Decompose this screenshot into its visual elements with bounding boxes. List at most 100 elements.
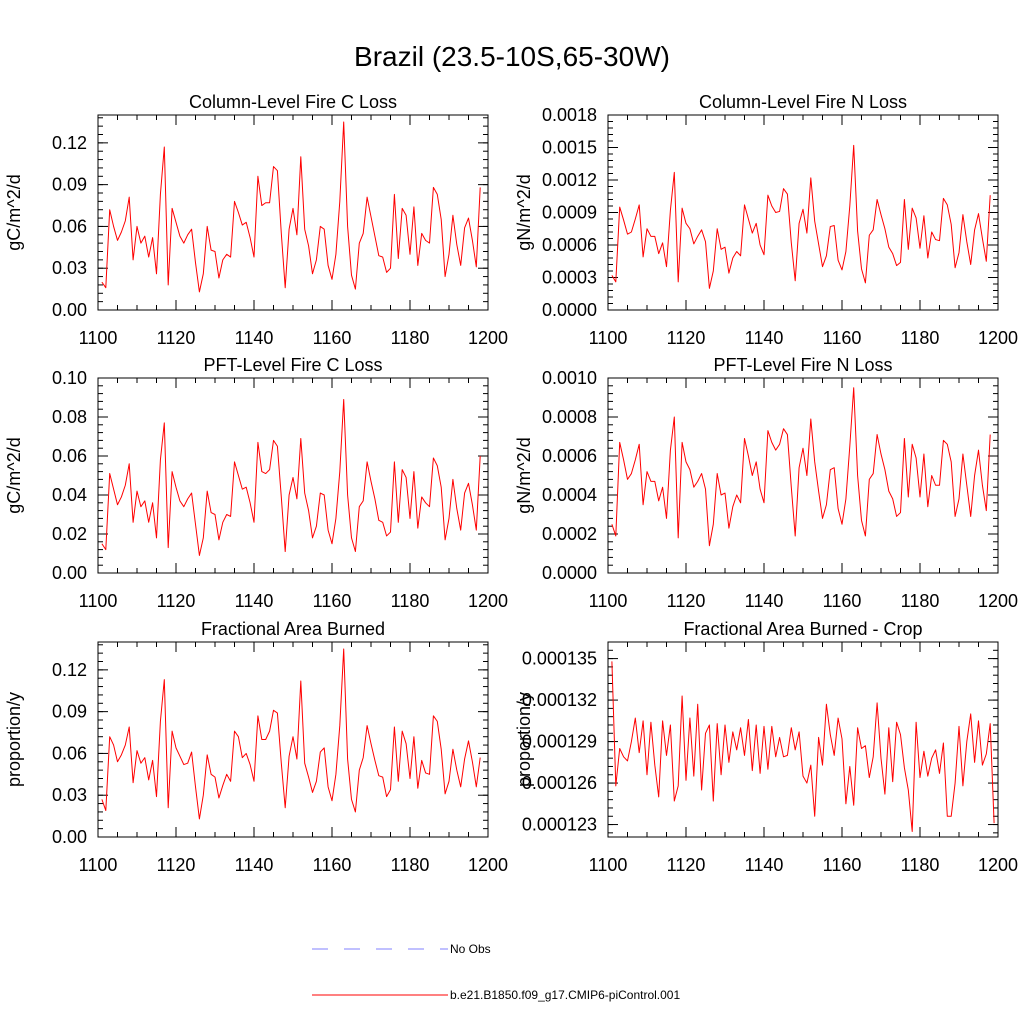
x-tick-label: 1120 [667, 855, 706, 875]
panel-title: Column-Level Fire N Loss [699, 92, 907, 112]
y-tick-label: 0.0008 [542, 407, 597, 427]
y-tick-label: 0.12 [52, 660, 87, 680]
x-tick-label: 1160 [823, 591, 862, 611]
y-tick-label: 0.12 [52, 133, 87, 153]
panel-title: PFT-Level Fire N Loss [713, 355, 892, 375]
panel-column-level-fire-n-loss: 1100 1120 1140 1160 1180 1200 0.0000 0.0003 0.00… [514, 92, 1018, 348]
y-tick-label: 0.000123 [522, 815, 597, 835]
panel-column-level-fire-c-loss: 1100 1120 1140 1160 1180 1200 0.00 0.03 0.06 0.09… [4, 92, 508, 348]
y-tick-label: 0.02 [52, 524, 87, 544]
x-tick-label: 1180 [901, 328, 940, 348]
x-tick-label: 1120 [157, 855, 196, 875]
x-tick-label: 1160 [823, 855, 862, 875]
y-tick-label: 0.0000 [542, 300, 597, 320]
y-axis-label: gN/m^2/d [514, 437, 534, 513]
legend: No Obs b.e21.B1850.f09_g17.CMIP6-piContr… [312, 942, 680, 1002]
series-line [611, 387, 991, 547]
x-tick-label: 1100 [589, 591, 628, 611]
y-tick-label: 0.03 [52, 258, 87, 278]
x-tick-label: 1180 [391, 328, 430, 348]
x-tick-label: 1160 [313, 591, 352, 611]
panel-pft-level-fire-n-loss: 1100 1120 1140 1160 1180 1200 0.0000 0.0002 0.00… [514, 355, 1018, 611]
y-axis-label: proportion/y [4, 692, 24, 787]
x-tick-label: 1200 [468, 328, 508, 348]
y-tick-label: 0.0015 [542, 138, 597, 158]
x-tick-label: 1100 [79, 855, 118, 875]
y-tick-label: 0.08 [52, 407, 87, 427]
x-tick-label: 1120 [157, 591, 196, 611]
x-tick-label: 1120 [667, 591, 706, 611]
y-tick-label: 0.09 [52, 175, 87, 195]
y-tick-label: 0.0010 [542, 368, 597, 388]
y-tick-label: 0.0004 [542, 485, 597, 505]
x-tick-label: 1140 [745, 591, 784, 611]
y-tick-label: 0.0002 [542, 524, 597, 544]
y-tick-label: 0.00 [52, 300, 87, 320]
series-line [611, 661, 995, 832]
plot-frame [607, 114, 999, 311]
y-axis-label: gN/m^2/d [514, 174, 534, 250]
x-tick-label: 1140 [235, 591, 274, 611]
y-axis-label: gC/m^2/d [4, 174, 24, 250]
y-tick-label: 0.0006 [542, 235, 597, 255]
x-tick-label: 1200 [978, 328, 1018, 348]
y-tick-label: 0.000126 [522, 773, 597, 793]
x-tick-label: 1140 [235, 328, 274, 348]
plot-frame [97, 377, 489, 574]
panel-title: Fractional Area Burned [201, 619, 385, 639]
y-tick-label: 0.0018 [542, 105, 597, 125]
panel-title: Fractional Area Burned - Crop [683, 619, 922, 639]
y-tick-label: 0.0012 [542, 170, 597, 190]
legend-label-no-obs: No Obs [450, 942, 491, 956]
x-tick-label: 1160 [823, 328, 862, 348]
x-tick-label: 1200 [978, 855, 1018, 875]
y-tick-label: 0.0009 [542, 203, 597, 223]
y-axis-label: gC/m^2/d [4, 437, 24, 513]
x-tick-label: 1140 [745, 328, 784, 348]
x-tick-label: 1180 [901, 855, 940, 875]
x-tick-label: 1200 [978, 591, 1018, 611]
series-line [611, 144, 991, 289]
y-tick-label: 0.0000 [542, 563, 597, 583]
y-tick-label: 0.03 [52, 785, 87, 805]
x-tick-label: 1100 [589, 855, 628, 875]
y-tick-label: 0.0006 [542, 446, 597, 466]
series-line [101, 398, 481, 556]
y-tick-label: 0.06 [52, 446, 87, 466]
x-tick-label: 1140 [235, 855, 274, 875]
panel-title: Column-Level Fire C Loss [189, 92, 397, 112]
panel-fractional-area-burned: 1100 1120 1140 1160 1180 1200 0.00 0.03 0.06 0.09… [4, 619, 508, 875]
y-tick-label: 0.00 [52, 827, 87, 847]
series-line [101, 648, 481, 820]
x-tick-label: 1180 [391, 855, 430, 875]
plot-frame [607, 641, 999, 838]
panel-pft-level-fire-c-loss: 1100 1120 1140 1160 1180 1200 0.00 0.02 0.04 0.06… [4, 355, 508, 611]
y-tick-label: 0.000129 [522, 732, 597, 752]
x-tick-label: 1160 [313, 328, 352, 348]
x-tick-label: 1180 [391, 591, 430, 611]
y-tick-label: 0.000132 [522, 690, 597, 710]
x-tick-label: 1160 [313, 855, 352, 875]
y-tick-label: 0.000135 [522, 649, 597, 669]
y-tick-label: 0.06 [52, 216, 87, 236]
y-tick-label: 0.0003 [542, 268, 597, 288]
y-tick-label: 0.10 [52, 368, 87, 388]
y-tick-label: 0.09 [52, 702, 87, 722]
panel-fractional-area-burned-crop: 1100 1120 1140 1160 1180 1200 0.000123 0.000126… [514, 619, 1018, 875]
x-tick-label: 1120 [667, 328, 706, 348]
legend-label-model: b.e21.B1850.f09_g17.CMIP6-piControl.001 [450, 988, 680, 1002]
x-tick-label: 1200 [468, 591, 508, 611]
x-tick-label: 1100 [589, 328, 628, 348]
y-tick-label: 0.00 [52, 563, 87, 583]
plot-frame [97, 114, 489, 311]
y-axis-label: proportion/y [514, 692, 534, 787]
y-tick-label: 0.06 [52, 743, 87, 763]
x-tick-label: 1200 [468, 855, 508, 875]
panels: 1100 1120 1140 1160 1180 1200 0.00 0.03 0.06 0.09… [4, 92, 1018, 875]
x-tick-label: 1100 [79, 591, 118, 611]
y-tick-label: 0.04 [52, 485, 87, 505]
x-tick-label: 1140 [745, 855, 784, 875]
x-tick-label: 1180 [901, 591, 940, 611]
series-line [101, 121, 481, 293]
